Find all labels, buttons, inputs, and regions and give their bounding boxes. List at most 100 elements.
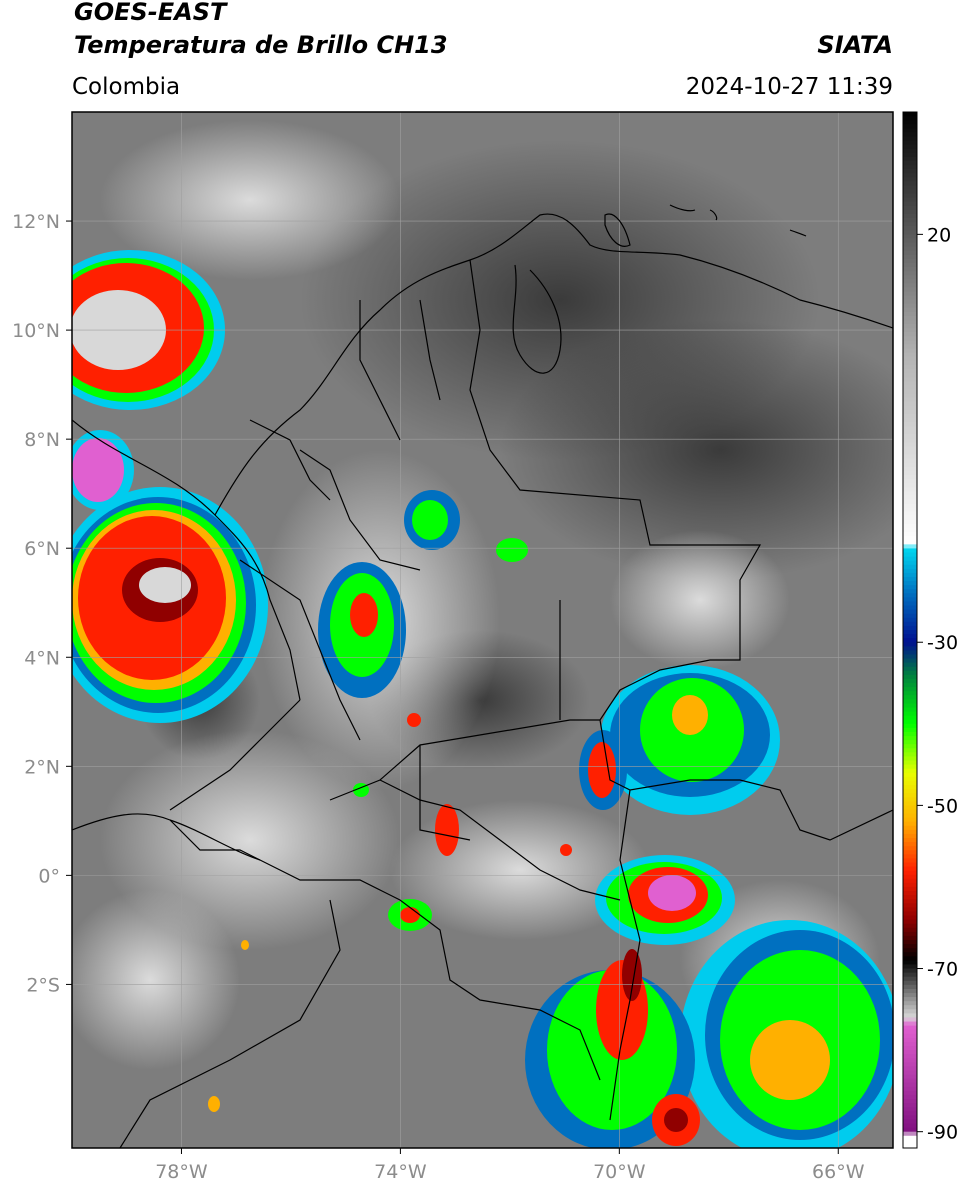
lon-tick-label: 66°W (812, 1161, 865, 1183)
colorbar-tick-label: -50 (927, 795, 958, 817)
colorbar-segment (903, 797, 917, 802)
colorbar-segment (903, 948, 917, 953)
colorbar-segment (903, 589, 917, 594)
convective-cell-amazonas (595, 855, 735, 945)
colorbar-segment (903, 189, 917, 195)
colorbar-segment (903, 152, 917, 158)
colorbar-segment (903, 931, 917, 937)
colorbar-segment (903, 601, 917, 607)
colorbar-ticks: 20 -30 -50 -70 -90 (917, 224, 958, 1144)
colorbar-segment (903, 719, 917, 725)
colorbar-segment (903, 882, 917, 888)
colorbar-segment (903, 870, 917, 876)
latitude-axis: 12°N 10°N 8°N 6°N 4°N 2°N 0° 2°S (12, 211, 72, 996)
colorbar-segment (903, 687, 917, 692)
colorbar-segment (903, 780, 917, 786)
colorbar-segment (903, 271, 917, 276)
colorbar-segment (903, 426, 917, 431)
colorbar-segment (903, 691, 917, 696)
lat-tick-label: 6°N (24, 538, 60, 560)
lat-tick-label: 4°N (24, 647, 60, 669)
convective-cell-south (525, 949, 700, 1148)
colorbar-segment (903, 1017, 917, 1023)
colorbar-segment (903, 470, 917, 476)
colorbar-segment (903, 915, 917, 921)
colorbar-segment (903, 279, 917, 284)
colorbar-segment (903, 572, 917, 578)
colorbar-segment (903, 895, 917, 900)
colorbar-segment (903, 1139, 917, 1145)
colorbar-segment (903, 768, 917, 774)
colorbar-segment (903, 744, 917, 749)
colorbar-segment (903, 646, 917, 651)
small-convective-cells (208, 538, 572, 1112)
colorbar-segment (903, 960, 917, 966)
colorbar-segment (903, 368, 917, 374)
colorbar-segment (903, 1094, 917, 1100)
colorbar-segment (903, 956, 917, 961)
colorbar-segment (903, 417, 917, 423)
colorbar-segment (903, 809, 917, 815)
lat-tick-label: 2°S (26, 974, 60, 996)
colorbar-segment (903, 213, 917, 219)
colorbar-segment (903, 891, 917, 896)
colorbar-segment (903, 483, 917, 488)
colorbar-segment (903, 385, 917, 390)
convective-cell-choco (72, 430, 134, 510)
colorbar-segment (903, 291, 917, 297)
colorbar-segment (903, 760, 917, 766)
colorbar-segment (903, 874, 917, 880)
colorbar-segment (903, 156, 917, 162)
colorbar-segment (903, 789, 917, 794)
colorbar-segment (903, 397, 917, 403)
colorbar-tick-label: -30 (927, 632, 958, 654)
map-area[interactable] (35, 112, 940, 1160)
colorbar-segment (903, 450, 917, 456)
colorbar-segment (903, 731, 917, 737)
colorbar-segment (903, 817, 917, 823)
colorbar-segment (903, 475, 917, 480)
colorbar-segment (903, 132, 917, 138)
agency-label: SIATA (817, 31, 893, 59)
colorbar-segment (903, 1066, 917, 1072)
lon-tick-label: 78°W (155, 1161, 208, 1183)
colorbar-segment (903, 112, 917, 117)
colorbar-segment (903, 299, 917, 305)
colorbar-segment (903, 430, 917, 435)
colorbar-segment (903, 964, 917, 970)
colorbar-segment (903, 862, 917, 868)
colorbar-segment (903, 140, 917, 146)
colorbar-segment (903, 1131, 917, 1137)
colorbar-segment (903, 389, 917, 395)
colorbar-segment (903, 519, 917, 525)
colorbar-segment (903, 160, 917, 166)
colorbar-segment (903, 919, 917, 925)
colorbar-segment (903, 413, 917, 419)
colorbar-segment (903, 866, 917, 872)
colorbar-segment (903, 939, 917, 945)
colorbar-segment (903, 838, 917, 843)
colorbar-segment (903, 148, 917, 154)
convective-cell-santander (404, 490, 460, 550)
colorbar-segment (903, 197, 917, 203)
colorbar-segment (903, 491, 917, 497)
colorbar-segment (903, 984, 917, 990)
colorbar-segment (903, 193, 917, 199)
lat-tick-label: 10°N (12, 320, 60, 342)
colorbar-segment (903, 560, 917, 566)
colorbar-segment (903, 307, 917, 313)
lat-tick-label: 0° (38, 865, 60, 887)
colorbar-segment (903, 246, 917, 252)
colorbar-segment (903, 1143, 917, 1149)
lat-tick-label: 2°N (24, 756, 60, 778)
colorbar-segment (903, 495, 917, 501)
lon-tick-label: 70°W (593, 1161, 646, 1183)
colorbar-segment (903, 699, 917, 705)
map-frame (71, 111, 894, 1149)
colorbar-segment (903, 911, 917, 917)
colorbar-tick-label: -90 (927, 1122, 958, 1144)
colorbar-segment (903, 360, 917, 366)
colorbar-segment (903, 1082, 917, 1088)
colorbar-segment (903, 903, 917, 908)
